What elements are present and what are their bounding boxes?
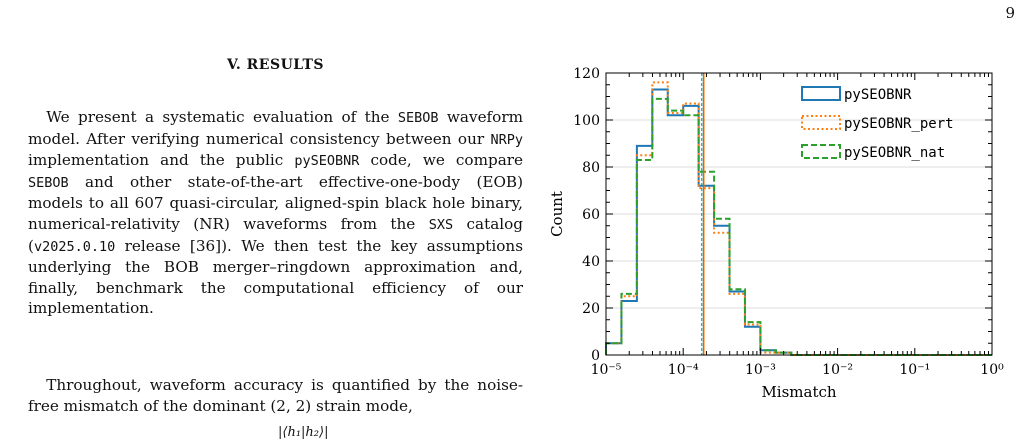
text-run: We present a systematic evaluation of th… <box>46 108 398 126</box>
y-tick-label: 0 <box>591 348 600 364</box>
chart-median-lines <box>701 73 705 355</box>
mismatch-formula-fragment: |⟨h₁|h₂⟩| <box>278 425 329 440</box>
y-tick-label: 100 <box>573 113 600 129</box>
code-term: NRPy <box>490 131 523 148</box>
y-tick-label: 80 <box>582 160 600 176</box>
code-term: SEBOB <box>28 174 69 191</box>
x-tick-label: 10⁻⁴ <box>668 362 699 378</box>
section-title: V. RESULTS <box>226 57 325 73</box>
x-tick-label: 10⁻² <box>822 362 853 378</box>
x-tick-label: 10⁻⁵ <box>591 362 622 378</box>
legend-swatch <box>801 115 841 130</box>
text-run: release [36]). We then test the key assu… <box>28 236 523 318</box>
chart-ticks: 10⁻⁵ 10⁻⁴ 10⁻³ 10⁻² 10⁻¹ 10⁰ 0 20 40 60 80 100 120 <box>573 66 1004 378</box>
legend-label: pySEOBNR <box>844 87 912 103</box>
y-tick-label: 60 <box>582 207 600 223</box>
text-run: waveform model. After verifying numerica… <box>28 108 523 148</box>
results-paragraph-1: We present a systematic evaluation of th… <box>28 107 523 319</box>
y-axis-label: Count <box>548 191 566 237</box>
chart-legend: pySEOBNR pySEOBNR_pert pySEOBNR_nat <box>801 86 954 161</box>
y-tick-label: 120 <box>573 66 600 82</box>
text-run: and other state-of-the-art effective-one… <box>28 172 523 233</box>
x-tick-label: 10⁻³ <box>745 362 776 378</box>
text-run: catalog ( <box>28 214 523 255</box>
code-term: v2025.0.10 <box>33 238 116 255</box>
results-paragraph-2: Throughout, waveform accuracy is quantif… <box>28 376 523 415</box>
legend-label: pySEOBNR_nat <box>844 145 945 161</box>
histogram-series-pyseobnr-nat <box>605 97 992 356</box>
legend-swatch <box>801 86 841 101</box>
text-run: code, we compare <box>359 151 523 170</box>
page-number: 9 <box>1005 4 1015 22</box>
legend-label: pySEOBNR_pert <box>844 116 954 132</box>
code-term: pySEOBNR <box>294 153 360 170</box>
x-axis-label: Mismatch <box>761 383 836 401</box>
y-tick-label: 40 <box>582 254 600 270</box>
code-term: SXS <box>428 216 454 233</box>
text-run: implementation and the public <box>28 151 295 170</box>
x-tick-label: 10⁻¹ <box>899 362 930 378</box>
x-tick-label: 10⁰ <box>980 362 1004 378</box>
mismatch-histogram: 10⁻⁵ 10⁻⁴ 10⁻³ 10⁻² 10⁻¹ 10⁰ 0 20 40 60 80 100 120 M… <box>548 66 1004 401</box>
code-term: SEBOB <box>397 110 439 126</box>
y-tick-label: 20 <box>582 301 600 317</box>
legend-swatch <box>801 144 841 159</box>
